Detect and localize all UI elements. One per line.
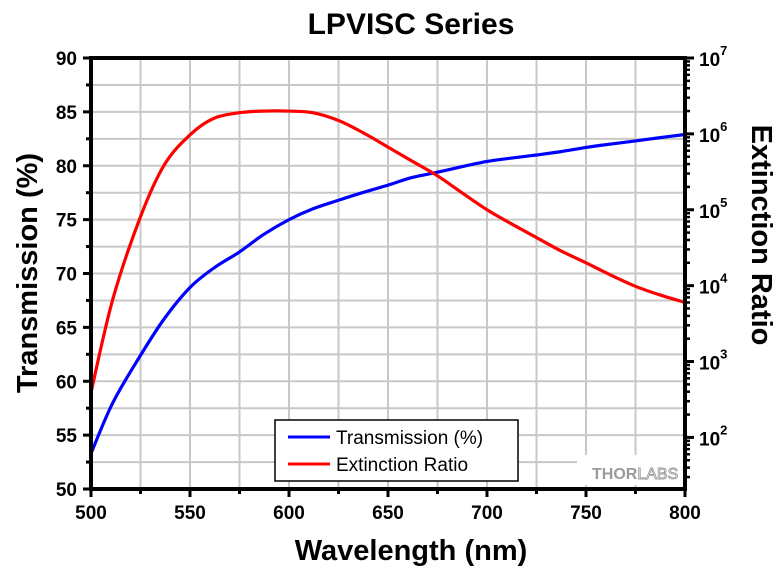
ticks: 500 550 600 650 700 750 8005055606570758085901…: [56, 43, 728, 524]
y-tick-label: 80: [56, 157, 77, 178]
y2-tick-exponent: 7: [720, 43, 727, 58]
y2-tick-exponent: 6: [720, 119, 727, 134]
watermark-text: THORLABS: [592, 466, 678, 483]
watermark-background: [577, 455, 683, 485]
y-tick-label: 85: [56, 103, 78, 124]
y2-tick-label: 104: [699, 271, 728, 299]
x-tick-label: 500: [75, 503, 107, 524]
y2-tick-label: 103: [699, 347, 727, 375]
y2-tick-exponent: 4: [720, 271, 728, 286]
legend-box: [274, 419, 519, 482]
x-tick-label: 700: [471, 503, 503, 524]
y-tick-label: 55: [56, 426, 78, 447]
x-tick-label: 550: [174, 503, 206, 524]
transmission-line: [89, 132, 686, 455]
x-tick-label: 800: [669, 503, 701, 524]
y-tick-label: 75: [56, 211, 78, 232]
watermark-labs: LABS: [637, 466, 678, 483]
legend: Transmission (%) Extinction Ratio: [274, 419, 519, 482]
y2-tick-label: 106: [699, 119, 727, 147]
y2-tick-base: 10: [699, 202, 720, 223]
y2-tick-exponent: 5: [720, 195, 727, 210]
y2-tick-label: 102: [699, 422, 727, 450]
thorlabs-watermark: THORLABS: [577, 455, 683, 485]
y2-axis-title: Extinction Ratio: [745, 125, 777, 346]
y2-tick-base: 10: [699, 50, 720, 71]
y2-tick-exponent: 2: [720, 422, 727, 437]
legend-label-transmission: Transmission (%): [336, 428, 483, 449]
y-tick-label: 70: [56, 265, 77, 286]
y2-tick-base: 10: [699, 429, 720, 450]
series-layer: [89, 109, 686, 455]
y2-tick-label: 107: [699, 43, 727, 71]
y-tick-label: 65: [56, 318, 78, 339]
extinction-ratio-line: [89, 109, 686, 393]
y2-tick-exponent: 3: [720, 347, 727, 362]
x-tick-label: 750: [570, 503, 602, 524]
watermark-thor: THOR: [592, 466, 638, 483]
y2-tick-base: 10: [699, 126, 720, 147]
y2-tick-label: 105: [699, 195, 727, 223]
y-tick-label: 60: [56, 372, 77, 393]
legend-label-extinction: Extinction Ratio: [336, 455, 468, 476]
x-tick-label: 650: [372, 503, 404, 524]
x-tick-label: 600: [273, 503, 305, 524]
y-tick-label: 50: [56, 480, 77, 501]
x-axis-title: Wavelength (nm): [295, 535, 528, 567]
chart-title: LPVISC Series: [308, 8, 515, 41]
y2-tick-base: 10: [699, 354, 720, 375]
y2-tick-base: 10: [699, 278, 720, 299]
y-axis-title: Transmission (%): [12, 153, 44, 393]
y-tick-label: 90: [56, 49, 77, 70]
